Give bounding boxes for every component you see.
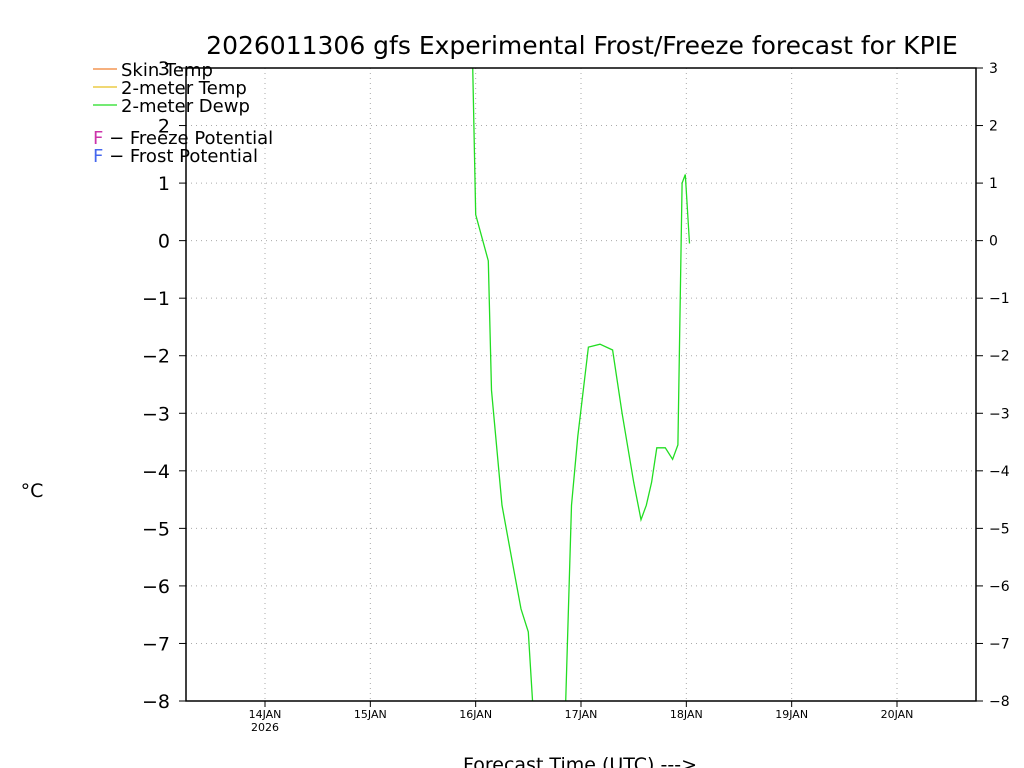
x-tick-label: 19JAN	[775, 708, 808, 721]
x-tick-label: 16JAN	[459, 708, 492, 721]
y-tick-label-right: 1	[989, 176, 998, 192]
y-tick-label-right: 3	[989, 61, 998, 77]
y-tick-label: 1	[158, 173, 170, 195]
y-tick-label: 0	[158, 231, 170, 253]
y-tick-label-right: −5	[989, 521, 1010, 537]
y-axis-right: 3 2 1 0 −1 −2 −3 −4 −5 −6 −7 −8	[976, 61, 1010, 710]
y-axis-label: °C	[21, 480, 44, 502]
y-tick-label: 3	[158, 58, 170, 80]
x-tick-label: 14JAN	[249, 708, 282, 721]
legend-potential-entry: F − Freeze Potential	[93, 128, 273, 149]
plot-grid	[186, 68, 976, 701]
chart-title: 2026011306 gfs Experimental Frost/Freeze…	[206, 31, 958, 60]
x-tick-sublabel: 2026	[251, 721, 279, 734]
x-tick-label: 20JAN	[881, 708, 914, 721]
legend-potential-symbol: F	[93, 128, 103, 149]
y-tick-label: −1	[142, 288, 170, 310]
x-tick-label: 18JAN	[670, 708, 703, 721]
y-axis-left: 3 2 1 0 −1 −2 −3 −4 −5 −6 −7 −8	[142, 58, 186, 713]
y-tick-label-right: −8	[989, 694, 1010, 710]
y-tick-label-right: 2	[989, 119, 998, 135]
y-tick-label: −6	[142, 576, 170, 598]
legend-entry: 2-meter Temp	[121, 78, 247, 99]
legend-potential-symbol: F	[93, 146, 103, 167]
legend-entry: 2-meter Dewp	[121, 96, 250, 117]
y-tick-label-right: −6	[989, 579, 1010, 595]
legend-potential-text: − Frost Potential	[103, 146, 258, 167]
y-tick-label-right: −7	[989, 636, 1010, 652]
legend-potential-entry: F − Frost Potential	[93, 146, 258, 167]
y-tick-label: −5	[142, 518, 170, 540]
y-tick-label: −4	[142, 461, 170, 483]
x-axis-label: Forecast Time (UTC) --->	[463, 754, 697, 768]
legend-potential-text: − Freeze Potential	[103, 128, 273, 149]
plot-frame	[185, 67, 977, 702]
y-tick-label-right: −2	[989, 349, 1010, 365]
y-tick-label-right: −1	[989, 291, 1010, 307]
y-tick-label-right: 0	[989, 234, 998, 250]
series-group	[472, 68, 691, 701]
legend-entry: Skin Temp	[121, 60, 213, 81]
y-tick-label-right: −3	[989, 406, 1010, 422]
y-tick-label: −3	[142, 403, 170, 425]
y-tick-label: −7	[142, 633, 170, 655]
x-tick-label: 17JAN	[565, 708, 598, 721]
x-tick-label: 15JAN	[354, 708, 387, 721]
y-tick-label: −2	[142, 346, 170, 368]
y-tick-label: −8	[142, 691, 170, 713]
series-line-dewpoint	[472, 68, 691, 701]
y-tick-label-right: −4	[989, 464, 1010, 480]
y-tick-label: 2	[158, 116, 170, 138]
